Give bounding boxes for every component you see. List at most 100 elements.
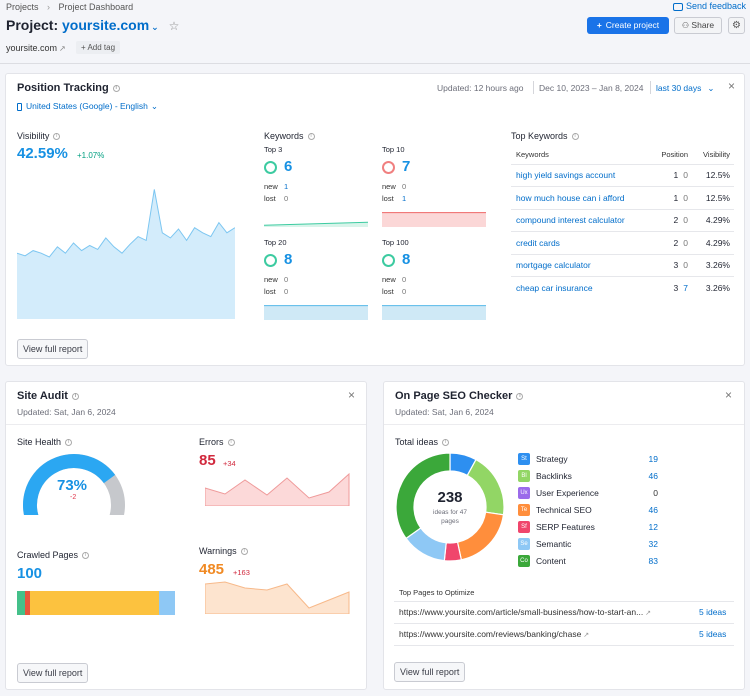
chevron-down-icon: ⌄ bbox=[151, 22, 159, 32]
keyword-link[interactable]: high yield savings account bbox=[511, 163, 638, 187]
legend-item[interactable]: Se Semantic 32 bbox=[518, 537, 658, 551]
keywords-label: Keywords i bbox=[264, 131, 315, 141]
plus-icon: + bbox=[596, 20, 602, 30]
legend-item[interactable]: Te Technical SEO 46 bbox=[518, 503, 658, 517]
view-full-report-button[interactable]: View full report bbox=[17, 339, 89, 359]
visibility-cell: 4.29% bbox=[688, 231, 734, 254]
legend-item[interactable]: Co Content 83 bbox=[518, 554, 658, 568]
info-icon[interactable]: i bbox=[112, 84, 120, 92]
page-url-text: https://www.yoursite.com/reviews/banking… bbox=[399, 629, 582, 639]
keyword-group-label: Top 10 bbox=[382, 145, 405, 154]
keyword-lost-value: 1 bbox=[402, 194, 407, 203]
legend-item[interactable]: Sf SERP Features 12 bbox=[518, 520, 658, 534]
info-icon[interactable]: i bbox=[227, 439, 235, 447]
category-icon: Sf bbox=[518, 521, 530, 533]
position-change: 0 bbox=[683, 170, 688, 181]
table-row: mortgage calculator 3 0 3.26% bbox=[511, 253, 734, 277]
category-value: 83 bbox=[648, 556, 658, 566]
keyword-link[interactable]: cheap car insurance bbox=[511, 276, 638, 299]
page-ideas-link[interactable]: 5 ideas bbox=[699, 629, 727, 639]
view-full-report-button[interactable]: View full report bbox=[394, 662, 466, 682]
updated-text: Updated: Sat, Jan 6, 2024 bbox=[17, 407, 116, 417]
category-icon: Se bbox=[518, 538, 530, 550]
close-icon[interactable]: × bbox=[725, 388, 733, 402]
divider bbox=[533, 81, 534, 94]
position-change: 0 bbox=[683, 192, 688, 203]
page-title: Project: yoursite.com ⌄ ☆ bbox=[6, 17, 180, 33]
divider bbox=[394, 623, 734, 624]
keyword-new-value: 1 bbox=[284, 182, 289, 191]
category-icon: St bbox=[518, 453, 530, 465]
card-divider bbox=[6, 424, 366, 425]
warnings-label: Warnings i bbox=[199, 546, 248, 556]
errors-label: Errors i bbox=[199, 437, 235, 447]
category-name: Content bbox=[536, 556, 566, 566]
chat-icon bbox=[672, 2, 683, 11]
info-icon[interactable]: i bbox=[240, 548, 248, 556]
star-icon[interactable]: ☆ bbox=[168, 19, 180, 33]
site-health-delta: -2 bbox=[70, 494, 77, 501]
warnings-chart bbox=[205, 581, 350, 614]
crawled-segment bbox=[17, 591, 25, 615]
breadcrumb-projects[interactable]: Projects bbox=[6, 2, 39, 12]
site-health-gauge bbox=[23, 454, 125, 515]
create-project-button[interactable]: + Create project bbox=[587, 17, 669, 34]
info-icon[interactable]: i bbox=[442, 439, 450, 447]
info-icon[interactable]: i bbox=[516, 392, 524, 400]
info-icon[interactable]: i bbox=[82, 552, 90, 560]
send-feedback-link[interactable]: Send feedback bbox=[672, 1, 746, 11]
info-icon[interactable]: i bbox=[307, 133, 315, 141]
keyword-new-label: new bbox=[382, 182, 396, 191]
crawled-segment bbox=[29, 591, 160, 615]
keyword-lost-value: 0 bbox=[284, 194, 289, 203]
share-button[interactable]: ⚇ Share bbox=[674, 17, 722, 34]
legend-item[interactable]: Ux User Experience 0 bbox=[518, 486, 658, 500]
chevron-right-icon: › bbox=[47, 2, 51, 12]
visibility-cell: 3.26% bbox=[688, 276, 734, 299]
info-icon[interactable]: i bbox=[53, 133, 61, 141]
updated-text: Updated: Sat, Jan 6, 2024 bbox=[395, 407, 494, 417]
table-row: how much house can i afford 1 0 12.5% bbox=[511, 186, 734, 209]
settings-button[interactable]: ⚙ bbox=[728, 17, 745, 34]
category-value: 12 bbox=[648, 522, 658, 532]
add-tag-button[interactable]: + Add tag bbox=[76, 41, 121, 54]
position-value: 2 bbox=[673, 237, 679, 248]
keyword-new-value: 0 bbox=[284, 275, 289, 284]
category-name: Strategy bbox=[536, 454, 568, 464]
keyword-group-value: 8 bbox=[284, 251, 293, 268]
page-url[interactable]: https://www.yoursite.com/reviews/banking… bbox=[399, 629, 679, 639]
keyword-group-label: Top 100 bbox=[382, 238, 409, 247]
visibility-label: Visibility i bbox=[17, 131, 61, 141]
keyword-new-value: 0 bbox=[402, 275, 407, 284]
category-name: Backlinks bbox=[536, 471, 572, 481]
info-icon[interactable]: i bbox=[571, 133, 579, 141]
info-icon[interactable]: i bbox=[65, 439, 73, 447]
project-selector[interactable]: yoursite.com ⌄ bbox=[62, 17, 159, 33]
device-icon bbox=[17, 102, 22, 111]
legend-item[interactable]: Bl Backlinks 46 bbox=[518, 469, 658, 483]
close-icon[interactable]: × bbox=[728, 79, 736, 93]
card-divider bbox=[384, 424, 744, 425]
trend-area bbox=[382, 305, 486, 320]
keyword-link[interactable]: credit cards bbox=[511, 231, 638, 254]
position-change: 7 bbox=[683, 283, 688, 293]
keyword-link[interactable]: how much house can i afford bbox=[511, 186, 638, 209]
header-divider bbox=[0, 63, 750, 64]
keyword-link[interactable]: compound interest calculator bbox=[511, 208, 638, 232]
visibility-delta: +1.07% bbox=[77, 151, 105, 160]
page-ideas-link[interactable]: 5 ideas bbox=[699, 607, 727, 617]
keyword-link[interactable]: mortgage calculator bbox=[511, 253, 638, 277]
period-selector[interactable]: last 30 days ⌄ bbox=[656, 83, 715, 93]
close-icon[interactable]: × bbox=[348, 388, 356, 402]
table-row: compound interest calculator 2 0 4.29% bbox=[511, 208, 734, 232]
location-selector[interactable]: United States (Google) - English ⌄ bbox=[17, 101, 158, 112]
total-ideas-value: 238 bbox=[437, 489, 463, 506]
category-value: 0 bbox=[653, 488, 658, 498]
info-icon[interactable]: i bbox=[71, 392, 79, 400]
domain-link[interactable]: yoursite.com ↗ bbox=[6, 43, 66, 53]
page-url[interactable]: https://www.yoursite.com/article/small-b… bbox=[399, 607, 679, 617]
legend-item[interactable]: St Strategy 19 bbox=[518, 452, 658, 466]
view-full-report-button[interactable]: View full report bbox=[17, 663, 89, 683]
